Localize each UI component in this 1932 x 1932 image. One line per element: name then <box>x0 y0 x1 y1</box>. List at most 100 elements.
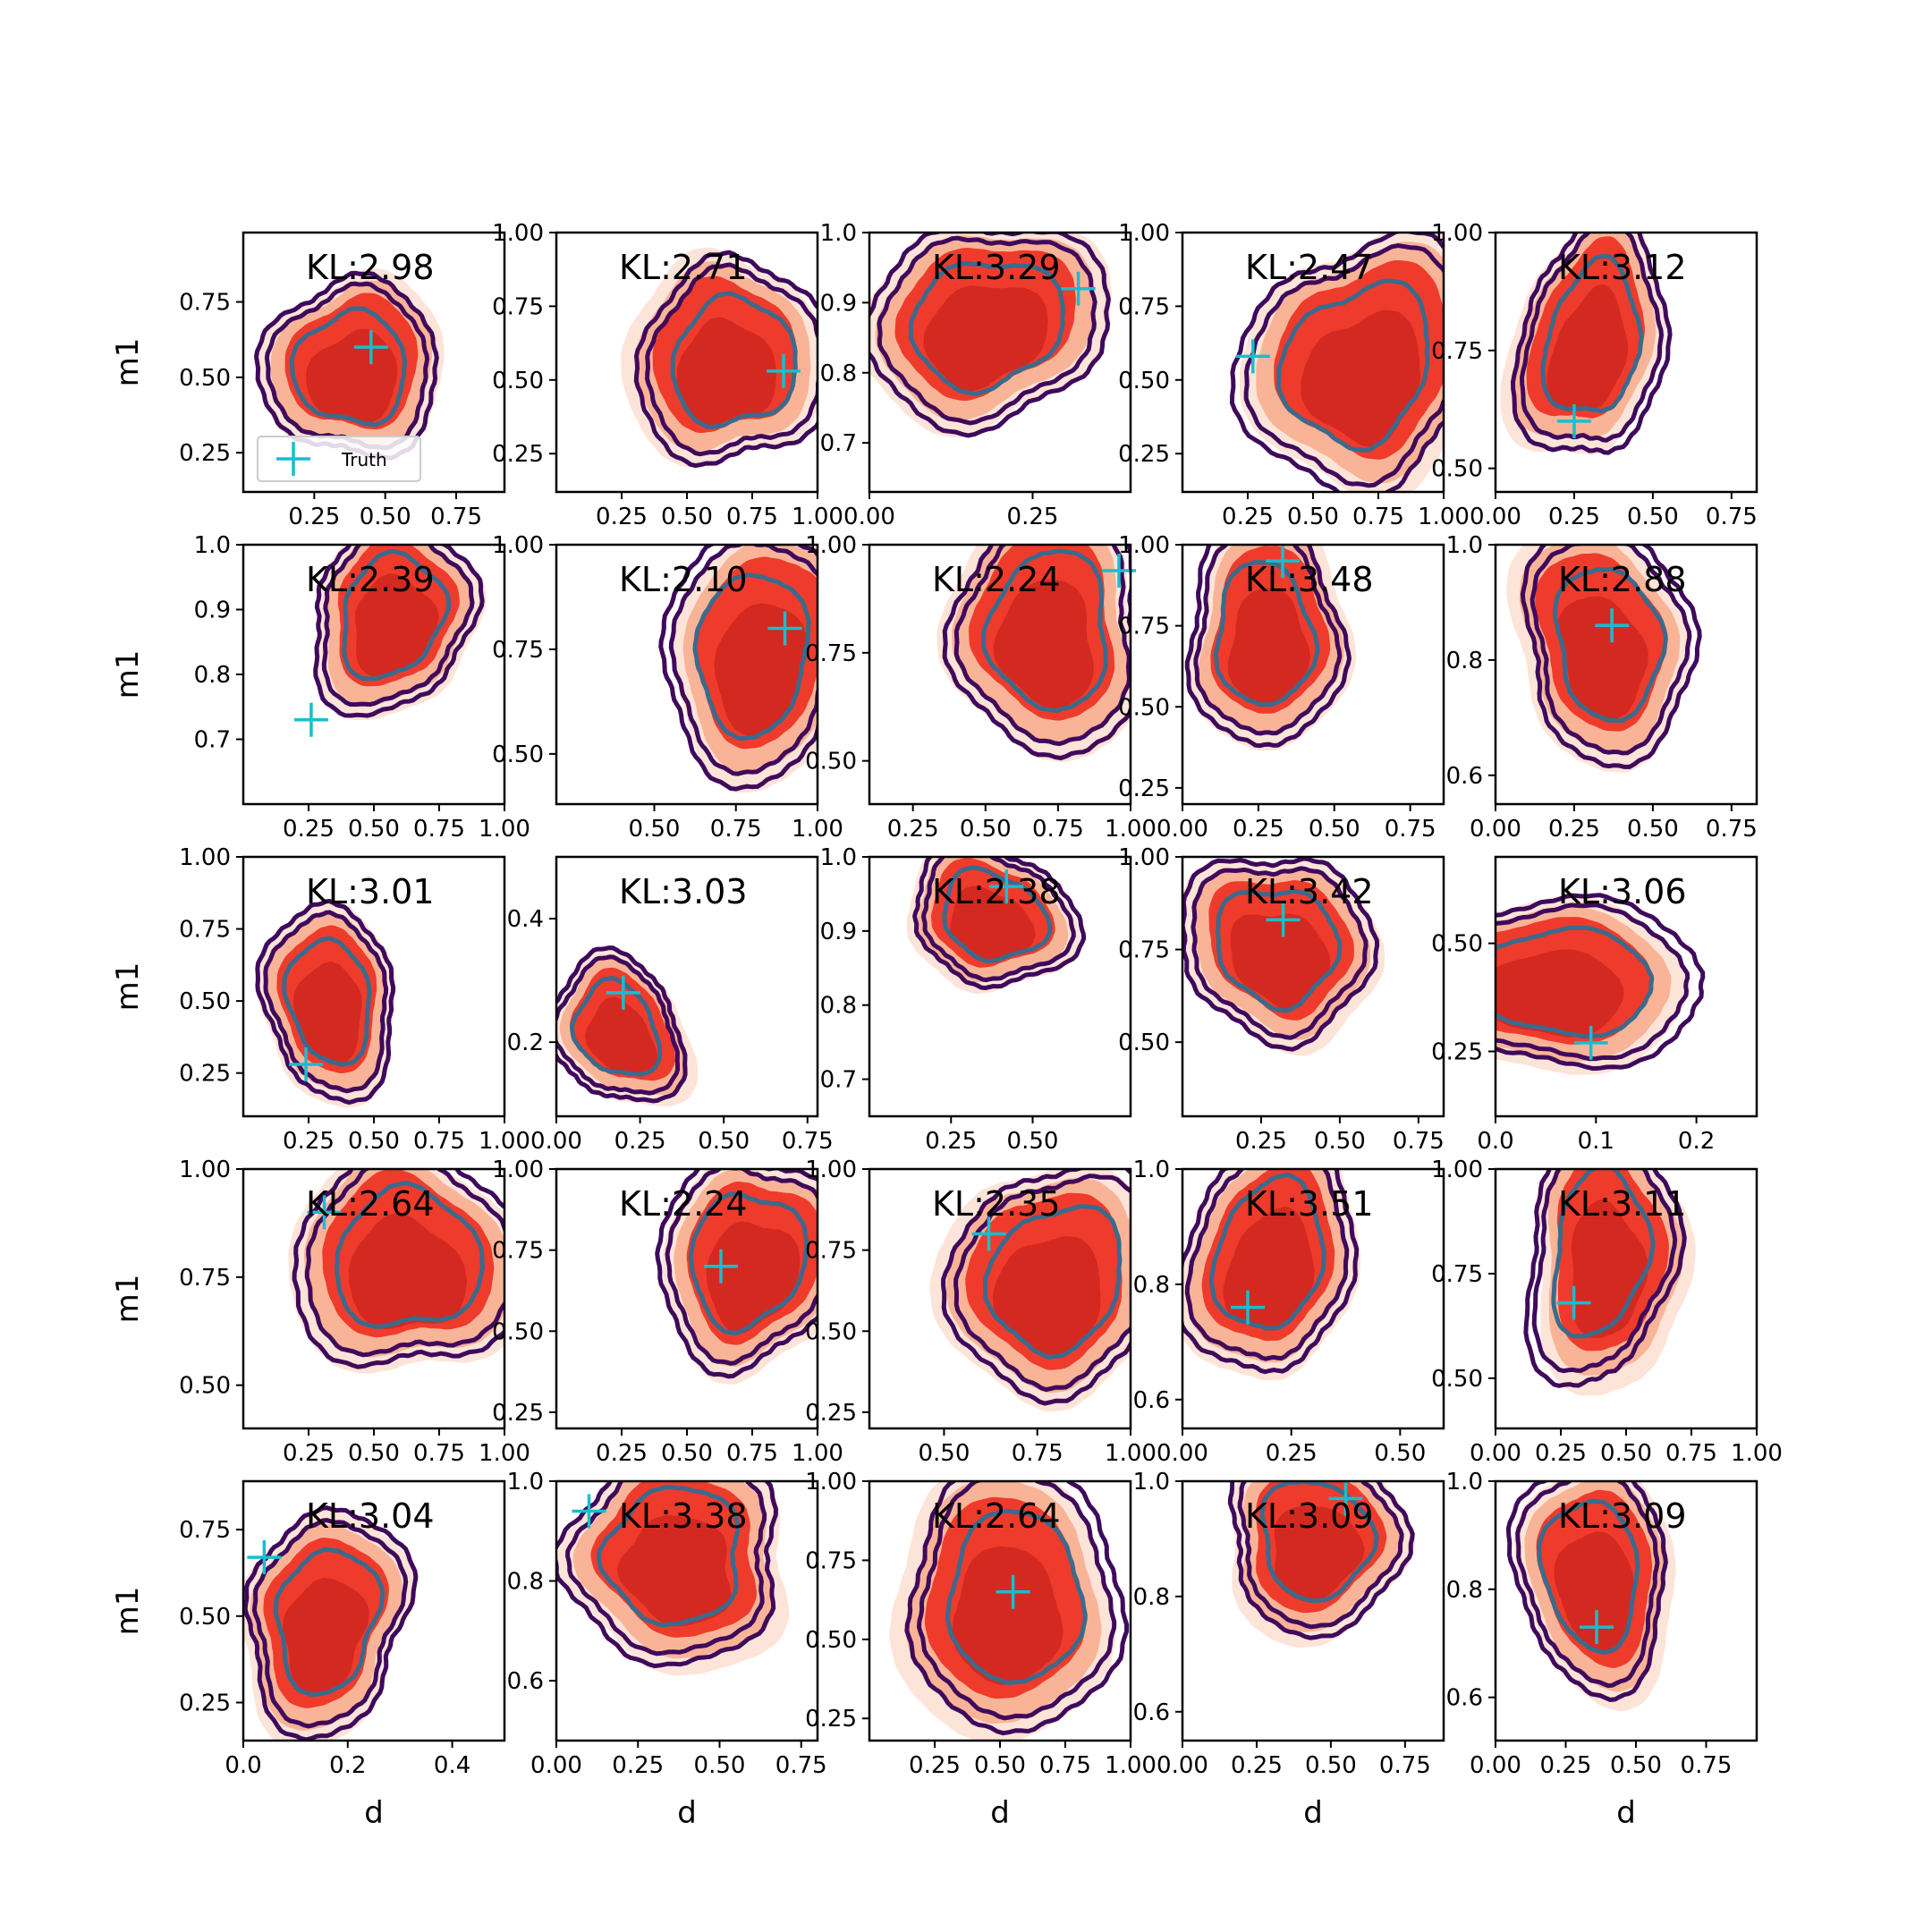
subplot-5: 0.00 0.25 0.50 0.75 0.50 0.75 1.00 KL:3.12 <box>1431 220 1758 530</box>
y-tick-label: 1.0 <box>820 844 857 871</box>
kl-label: KL:3.51 <box>1245 1184 1374 1224</box>
y-tick-label: 0.50 <box>1118 694 1170 721</box>
contour-outer-2 <box>1182 857 1380 1052</box>
axes-frame <box>555 1479 819 1742</box>
x-tick-label: 0.50 <box>661 1440 713 1467</box>
contour-outer-2 <box>655 1169 818 1379</box>
plot-area <box>288 1169 504 1374</box>
kde-level-4 <box>676 317 776 426</box>
legend: Truth <box>257 436 421 482</box>
x-tick-label: 0.2 <box>329 1752 366 1779</box>
y-tick-label: 0.2 <box>507 1030 544 1056</box>
truth-marker <box>1556 1285 1591 1320</box>
kde-level-4 <box>1227 588 1310 704</box>
y-tick-label: 0.25 <box>805 1706 857 1733</box>
y-tick-label: 0.75 <box>1431 338 1483 365</box>
x-tick-label: 0.50 <box>1627 504 1679 530</box>
contour-outer-2 <box>1496 893 1706 1072</box>
subplot-20: 0.00 0.25 0.50 0.75 1.00 0.50 0.75 1.00 KL:3.11 <box>1431 1157 1783 1467</box>
x-tick-label: 0.25 <box>925 1128 977 1155</box>
contour-outer-2 <box>1520 545 1702 769</box>
y-tick-label: 0.9 <box>194 597 231 624</box>
x-tick-label: 0.75 <box>1385 816 1436 843</box>
kde-level-4 <box>1496 949 1624 1038</box>
y-tick-label: 0.75 <box>179 290 231 317</box>
kl-label: KL:3.04 <box>306 1496 435 1536</box>
truth-marker <box>703 1249 738 1284</box>
x-tick-label: 0.25 <box>283 1128 335 1155</box>
contour-outer-1 <box>916 1481 1117 1721</box>
y-tick-label: 1.00 <box>1118 844 1170 871</box>
subplot-17: 0.25 0.50 0.75 1.00 0.25 0.50 0.75 1.00 KL:2.24 <box>492 1157 843 1467</box>
kl-label: KL:3.48 <box>1245 560 1374 599</box>
truth-marker <box>996 1574 1030 1609</box>
y-tick-label: 0.50 <box>492 741 544 768</box>
subplot-18: 0.50 0.75 1.00 0.25 0.50 0.75 1.00 KL:2.35 <box>805 1157 1157 1467</box>
contour-outer-1 <box>1530 545 1692 756</box>
x-tick-label: 0.50 <box>1374 1440 1426 1467</box>
y-tick-label: 0.8 <box>1446 1577 1483 1604</box>
x-tick-label: 0.50 <box>1610 1752 1662 1779</box>
y-tick-label: 0.75 <box>1118 293 1170 320</box>
y-tick-label: 1.00 <box>492 1157 544 1183</box>
y-tick-label: 0.7 <box>820 430 857 457</box>
kl-label: KL:3.03 <box>619 872 748 911</box>
x-tick-label: 0.50 <box>1600 1440 1652 1467</box>
plot-area <box>929 1169 1131 1412</box>
kde-level-4 <box>348 1213 467 1329</box>
y-axis-title: m1 <box>110 338 146 387</box>
x-tick-label: 0.75 <box>1706 504 1758 530</box>
y-tick-label: 1.00 <box>1118 220 1170 247</box>
x-tick-label: 0.75 <box>430 504 482 530</box>
x-tick-label: 1.00 <box>479 816 530 843</box>
subplot-15: 0.0 0.1 0.2 0.25 0.50 KL:3.06 <box>1431 855 1758 1155</box>
contour-outer-1 <box>877 235 1097 426</box>
y-tick-label: 0.75 <box>179 917 231 944</box>
truth-marker <box>1328 1481 1363 1516</box>
contour-outer-1 <box>251 1518 409 1729</box>
truth-marker <box>1061 271 1096 306</box>
contour-outer-1 <box>668 545 818 776</box>
kde-level-4 <box>283 1578 369 1696</box>
x-tick-label: 1.00 <box>479 1440 530 1467</box>
x-tick-label: 0.50 <box>661 504 713 530</box>
x-tick-label: 0.75 <box>710 816 762 843</box>
y-axis-title: m1 <box>110 962 146 1012</box>
contour-inner <box>596 1485 741 1628</box>
contour-outer-2 <box>1182 1169 1360 1375</box>
x-tick-label: 0.25 <box>1266 1440 1318 1467</box>
contour-outer-1 <box>1519 233 1665 443</box>
plot-area <box>621 247 818 469</box>
x-tick-label: 0.50 <box>698 1128 750 1155</box>
contour-inner <box>1537 1498 1640 1656</box>
contour-outer-2 <box>1510 233 1673 455</box>
x-tick-label: 0.50 <box>1305 1752 1357 1779</box>
plot-area <box>936 545 1131 763</box>
contour-outer-2 <box>1184 545 1352 749</box>
x-tick-label: 0.75 <box>413 1128 465 1155</box>
truth-marker <box>1556 403 1591 438</box>
x-tick-label: 0.00 <box>1470 504 1521 530</box>
x-tick-label: 0.0 <box>1477 1128 1513 1155</box>
contour-inner <box>1275 278 1430 453</box>
x-tick-label: 0.25 <box>887 816 939 843</box>
y-tick-label: 0.50 <box>179 1604 231 1631</box>
axes-frame <box>1181 855 1445 1118</box>
y-tick-label: 0.75 <box>1431 1261 1483 1288</box>
truth-marker <box>767 353 801 388</box>
truth-marker <box>606 975 640 1010</box>
contour-outer-1 <box>1496 902 1690 1062</box>
kl-label: KL:2.24 <box>932 560 1061 599</box>
contour-outer-1 <box>1237 1481 1404 1630</box>
y-tick-label: 0.75 <box>1118 614 1170 640</box>
x-tick-label: 0.50 <box>1627 816 1679 843</box>
x-tick-label: 0.75 <box>726 1440 778 1467</box>
x-tick-label: 0.50 <box>960 816 1012 843</box>
x-tick-label: 0.50 <box>348 816 400 843</box>
contour-inner <box>982 1204 1123 1360</box>
truth-marker <box>989 869 1024 904</box>
plot-area <box>255 898 396 1108</box>
y-tick-label: 0.50 <box>179 988 231 1015</box>
x-tick-label: 0.25 <box>1233 816 1284 843</box>
truth-marker <box>1266 902 1301 937</box>
